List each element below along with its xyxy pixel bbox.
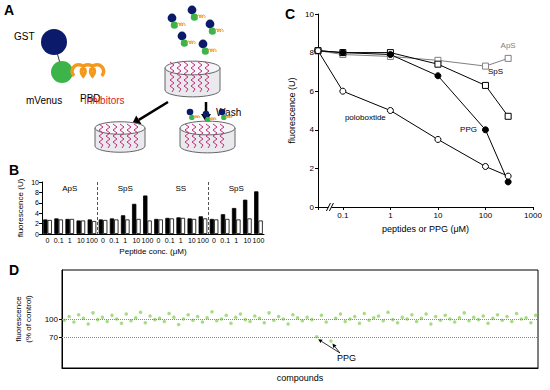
svg-text:ApS: ApS (501, 41, 516, 50)
svg-text:ApS: ApS (62, 184, 77, 193)
svg-text:PPG: PPG (460, 125, 477, 134)
svg-text:1: 1 (123, 237, 127, 244)
svg-text:peptides or PPG (μM): peptides or PPG (μM) (382, 224, 469, 234)
svg-text:0: 0 (46, 237, 50, 244)
svg-text:100: 100 (86, 237, 98, 244)
svg-text:0: 0 (157, 237, 161, 244)
svg-text:Wash: Wash (216, 107, 241, 118)
svg-text:1: 1 (179, 237, 183, 244)
svg-text:0: 0 (101, 237, 105, 244)
svg-text:0.1: 0.1 (109, 237, 119, 244)
svg-text:0.1: 0.1 (165, 237, 175, 244)
svg-text:fluorescence (U): fluorescence (U) (287, 77, 297, 143)
svg-text:GST: GST (14, 31, 35, 42)
svg-text:(% of control): (% of control) (24, 295, 33, 343)
svg-text:Peptide conc. (μM): Peptide conc. (μM) (119, 247, 187, 256)
svg-text:A: A (4, 2, 14, 18)
svg-text:0.1: 0.1 (220, 237, 230, 244)
svg-text:Inhibitors: Inhibitors (84, 95, 125, 106)
svg-text:4: 4 (310, 125, 315, 134)
svg-text:0: 0 (310, 203, 315, 212)
svg-text:fluorescence (U): fluorescence (U) (16, 178, 25, 237)
svg-text:100: 100 (253, 237, 265, 244)
svg-text:10: 10 (433, 211, 442, 220)
svg-text:PBD: PBD (80, 93, 101, 104)
svg-text:100: 100 (479, 211, 493, 220)
svg-text:6: 6 (35, 199, 39, 206)
svg-text:4: 4 (35, 210, 39, 217)
svg-text:100: 100 (197, 237, 209, 244)
svg-text:1: 1 (388, 211, 393, 220)
svg-text:fluorescence: fluorescence (14, 296, 23, 342)
svg-text:0.1: 0.1 (337, 211, 349, 220)
svg-text:0.1: 0.1 (54, 237, 64, 244)
svg-text:compounds: compounds (277, 373, 324, 383)
svg-text:SpS: SpS (229, 184, 244, 193)
svg-text:SS: SS (175, 184, 186, 193)
svg-text:10: 10 (31, 179, 39, 186)
svg-text:100: 100 (142, 237, 154, 244)
svg-text:poloboxtide: poloboxtide (345, 113, 386, 122)
svg-text:1: 1 (68, 237, 72, 244)
svg-text:10: 10 (77, 237, 85, 244)
svg-text:10: 10 (132, 237, 140, 244)
svg-text:SpS: SpS (488, 67, 503, 76)
svg-text:6: 6 (310, 87, 315, 96)
svg-text:0: 0 (212, 237, 216, 244)
svg-text:1000: 1000 (524, 211, 542, 220)
svg-text:10: 10 (305, 10, 314, 19)
svg-text:SpS: SpS (118, 184, 133, 193)
svg-text:D: D (9, 262, 19, 278)
svg-text:PPG: PPG (337, 353, 356, 363)
svg-text:C: C (285, 6, 295, 22)
svg-text:8: 8 (310, 48, 315, 57)
svg-text:8: 8 (35, 189, 39, 196)
svg-text:100: 100 (45, 315, 59, 324)
svg-text:1: 1 (234, 237, 238, 244)
svg-text:10: 10 (243, 237, 251, 244)
svg-text:mVenus: mVenus (26, 95, 62, 106)
svg-text:70: 70 (49, 333, 58, 342)
svg-text:0: 0 (35, 231, 39, 238)
svg-text:2: 2 (310, 164, 315, 173)
svg-text:2: 2 (35, 220, 39, 227)
svg-text:10: 10 (188, 237, 196, 244)
svg-text:B: B (9, 162, 19, 178)
